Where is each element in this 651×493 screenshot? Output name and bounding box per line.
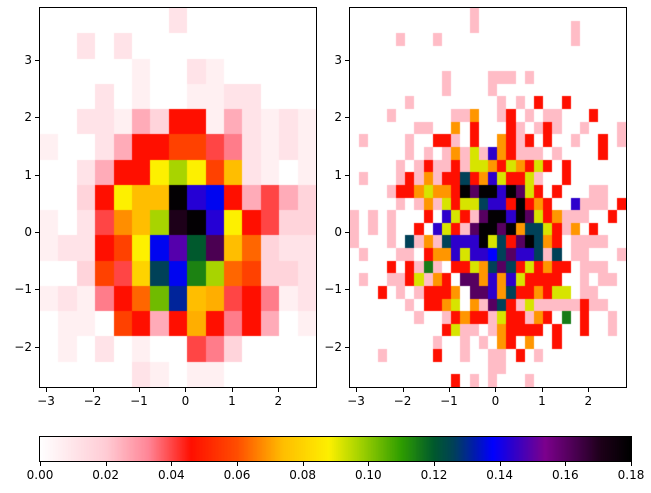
x-tick-label: −3 xyxy=(347,394,365,408)
tick-mark xyxy=(345,231,349,233)
tick-mark xyxy=(345,117,349,119)
tick-mark xyxy=(46,388,48,392)
colorbar-axes xyxy=(39,436,632,462)
x-tick-label: 2 xyxy=(274,394,283,408)
colorbar-tick-label: 0.12 xyxy=(420,468,448,482)
tick-mark xyxy=(35,231,39,233)
tick-mark xyxy=(345,59,349,61)
colorbar-tick-label: 0.04 xyxy=(157,468,185,482)
tick-mark xyxy=(368,462,370,466)
x-tick-label: −3 xyxy=(37,394,55,408)
tick-mark xyxy=(35,346,39,348)
colorbar-tick-label: 0.18 xyxy=(617,468,645,482)
x-tick-label: 1 xyxy=(538,394,546,408)
left-hist2d-axes xyxy=(39,7,317,388)
tick-mark xyxy=(565,462,567,466)
y-tick-label: −2 xyxy=(14,339,32,354)
y-tick-label: −1 xyxy=(14,282,32,297)
colorbar-tick-label: 0.06 xyxy=(223,468,251,482)
x-tick-label: 1 xyxy=(228,394,236,408)
tick-mark xyxy=(541,388,543,392)
tick-mark xyxy=(302,462,304,466)
right-heatmap-canvas xyxy=(350,8,626,387)
tick-mark xyxy=(105,462,107,466)
tick-mark xyxy=(499,462,501,466)
colorbar-canvas xyxy=(40,437,631,461)
y-tick-label: 0 xyxy=(24,224,32,239)
tick-mark xyxy=(35,117,39,119)
colorbar-tick-label: 0.14 xyxy=(486,468,514,482)
tick-mark xyxy=(448,388,450,392)
x-tick-label: −1 xyxy=(130,394,148,408)
x-tick-label: −2 xyxy=(83,394,102,408)
y-tick-label: 1 xyxy=(334,167,342,182)
x-tick-label: 0 xyxy=(181,394,190,408)
tick-mark xyxy=(35,174,39,176)
tick-mark xyxy=(434,462,435,466)
tick-mark xyxy=(495,388,497,392)
y-tick-label: 2 xyxy=(334,110,342,125)
y-tick-label: 0 xyxy=(334,224,342,239)
tick-mark xyxy=(237,462,238,466)
tick-mark xyxy=(171,462,173,466)
y-tick-label: −1 xyxy=(324,282,342,297)
tick-mark xyxy=(345,289,349,291)
colorbar-tick-label: 0.00 xyxy=(26,468,54,482)
tick-mark xyxy=(35,59,39,61)
x-tick-label: −2 xyxy=(393,394,412,408)
tick-mark xyxy=(278,388,280,392)
tick-mark xyxy=(40,462,41,466)
tick-mark xyxy=(185,388,187,392)
y-tick-label: 1 xyxy=(24,167,32,182)
x-tick-label: 2 xyxy=(584,394,593,408)
colorbar-tick-label: 0.08 xyxy=(289,468,317,482)
colorbar-tick-label: 0.02 xyxy=(92,468,120,482)
tick-mark xyxy=(345,174,349,176)
tick-mark xyxy=(631,462,632,466)
left-heatmap-canvas xyxy=(40,8,316,387)
tick-mark xyxy=(138,388,140,392)
x-tick-label: 0 xyxy=(491,394,500,408)
tick-mark xyxy=(92,388,94,392)
y-tick-label: −2 xyxy=(324,339,342,354)
tick-mark xyxy=(356,388,358,392)
x-tick-label: −1 xyxy=(440,394,458,408)
colorbar-tick-label: 0.16 xyxy=(551,468,579,482)
y-tick-label: 3 xyxy=(24,52,32,67)
y-tick-label: 2 xyxy=(24,110,32,125)
y-tick-label: 3 xyxy=(334,52,342,67)
tick-mark xyxy=(231,388,233,392)
right-hist2d-axes xyxy=(349,7,627,388)
tick-mark xyxy=(588,388,590,392)
colorbar-tick-label: 0.10 xyxy=(354,468,382,482)
tick-mark xyxy=(402,388,404,392)
tick-mark xyxy=(35,289,39,291)
tick-mark xyxy=(345,346,349,348)
